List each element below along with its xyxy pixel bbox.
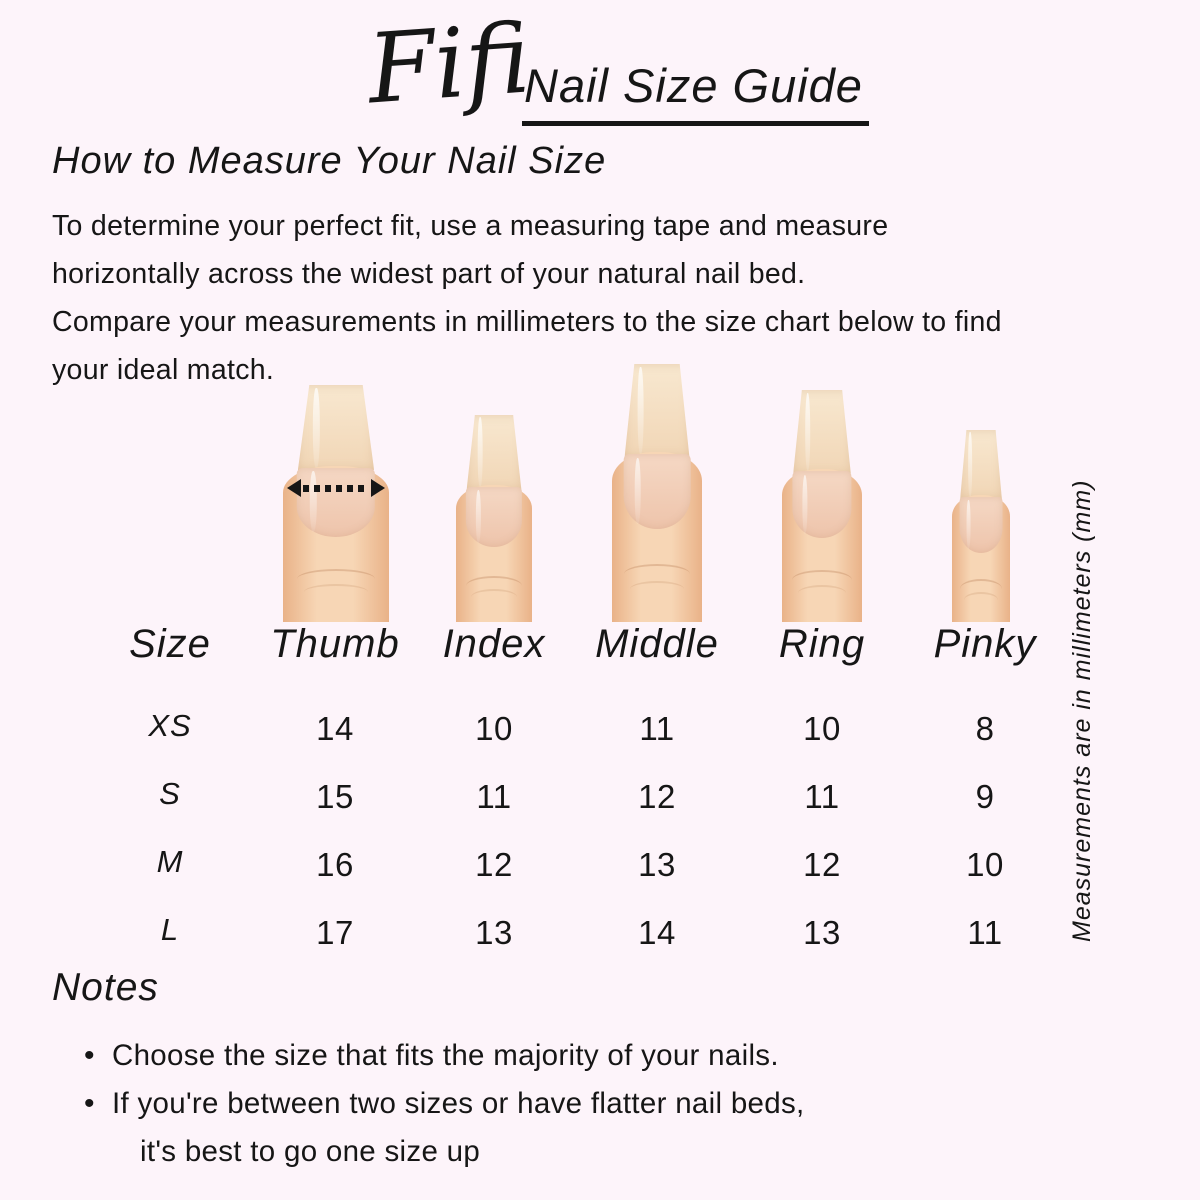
s-pinky-value: 9 (975, 778, 995, 815)
notes-list: Choose the size that fits the majority o… (84, 1032, 805, 1176)
l-middle-value: 14 (638, 914, 676, 951)
pinky-nail-tip (960, 430, 1002, 500)
xs-index-value: 10 (475, 710, 513, 747)
col-header-thumb: Thumb (270, 622, 400, 666)
xs-thumb-value: 14 (316, 710, 354, 747)
instruction-line: To determine your perfect fit, use a mea… (52, 210, 889, 242)
row-label-s: S (159, 776, 181, 811)
m-index-value: 12 (475, 846, 513, 883)
col-header-middle: Middle (595, 622, 719, 666)
m-ring-value: 12 (803, 846, 841, 883)
arrow-left-head (287, 479, 302, 497)
m-middle-value: 13 (638, 846, 676, 883)
notes-heading: Notes (52, 966, 159, 1009)
thumb-nail-bed (296, 467, 376, 537)
col-header-pinky: Pinky (933, 622, 1037, 666)
xs-pinky-value: 8 (975, 710, 995, 747)
col-header-index: Index (442, 622, 546, 666)
index-nail-tip (466, 415, 522, 490)
brand-logo: Fifi (364, 2, 534, 126)
finger-ring-illustration (782, 390, 862, 622)
finger-index-illustration (456, 415, 532, 622)
finger-pinky-illustration (952, 430, 1010, 622)
l-pinky-value: 11 (967, 914, 1003, 951)
note-text: Choose the size that fits the majority o… (112, 1039, 779, 1072)
instruction-line: Compare your measurements in millimeters… (52, 306, 1002, 338)
how-to-instructions: To determine your perfect fit, use a mea… (52, 202, 1002, 394)
xs-middle-value: 11 (639, 710, 675, 747)
s-ring-value: 11 (804, 778, 840, 815)
s-thumb-value: 15 (316, 778, 354, 815)
arrow-right-head (370, 479, 385, 497)
note-text: If you're between two sizes or have flat… (112, 1087, 805, 1120)
s-middle-value: 12 (638, 778, 676, 815)
how-to-heading: How to Measure Your Nail Size (52, 140, 607, 182)
thumb-nail-tip (297, 385, 375, 471)
pinky-nail-bed (959, 497, 1003, 553)
ring-nail-bed (792, 471, 852, 539)
measure-width-arrow-icon (287, 479, 385, 497)
l-index-value: 13 (475, 914, 513, 951)
col-header-size: Size (129, 622, 211, 666)
finger-middle-illustration (612, 364, 702, 622)
note-text-continued: it's best to go one size up (140, 1135, 481, 1168)
page-title: Nail Size Guide (522, 58, 869, 126)
row-label-l: L (160, 912, 180, 947)
instruction-line: horizontally across the widest part of y… (52, 258, 806, 290)
note-item: If you're between two sizes or have flat… (84, 1080, 805, 1176)
l-thumb-value: 17 (316, 914, 354, 951)
xs-ring-value: 10 (803, 710, 841, 747)
m-thumb-value: 16 (316, 846, 354, 883)
middle-nail-tip (624, 364, 690, 457)
m-pinky-value: 10 (966, 846, 1004, 883)
l-ring-value: 13 (803, 914, 841, 951)
middle-nail-bed (623, 454, 691, 530)
row-label-m: M (156, 844, 184, 879)
finger-illustrations (0, 360, 1200, 622)
dotted-line (303, 484, 369, 492)
note-item: Choose the size that fits the majority o… (84, 1032, 805, 1080)
units-side-note: Measurements are in millimeters (mm) (1068, 479, 1096, 942)
ring-nail-tip (793, 390, 851, 474)
row-label-xs: XS (148, 708, 192, 743)
col-header-ring: Ring (778, 622, 866, 666)
finger-thumb-illustration (283, 385, 389, 622)
instruction-line: your ideal match. (52, 354, 275, 386)
s-index-value: 11 (476, 778, 512, 815)
index-nail-bed (465, 487, 523, 548)
